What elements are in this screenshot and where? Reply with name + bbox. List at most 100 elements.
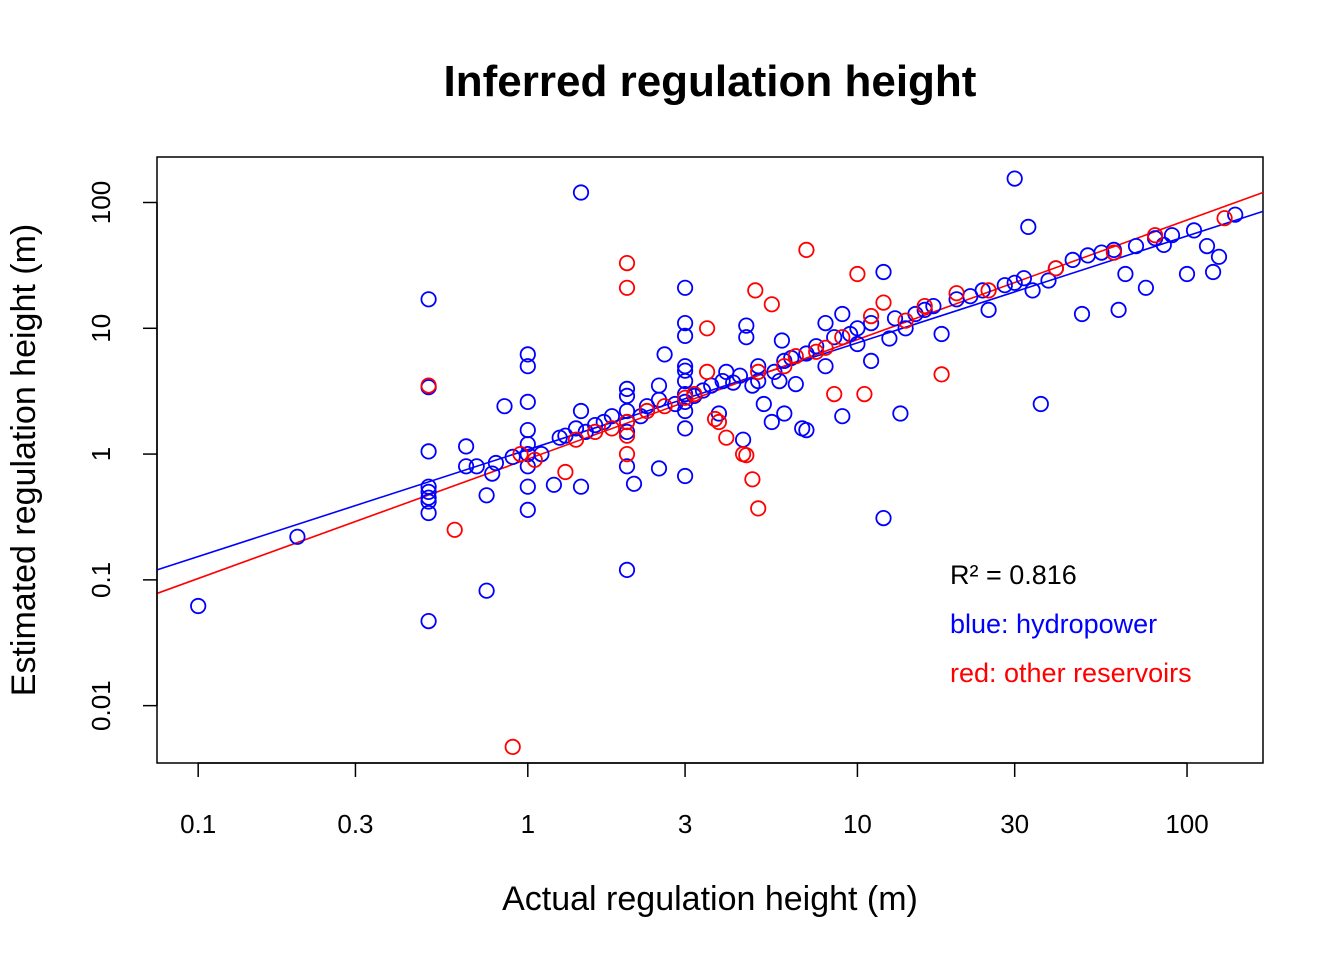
data-point	[572, 478, 590, 495]
data-point	[694, 382, 712, 399]
data-point	[618, 458, 636, 475]
data-point	[676, 279, 694, 296]
data-point	[650, 377, 668, 394]
data-point	[886, 310, 904, 327]
data-point	[618, 561, 636, 579]
series-other-reservoirs	[420, 210, 1233, 756]
data-point	[849, 320, 866, 337]
data-point	[478, 487, 495, 504]
y-axis-label: Estimated regulation height (m)	[5, 224, 43, 696]
data-point	[618, 279, 636, 296]
data-point	[618, 255, 636, 272]
data-point	[731, 367, 749, 384]
data-point	[676, 420, 694, 437]
data-point	[1127, 238, 1145, 255]
data-point	[798, 421, 815, 439]
data-point	[446, 521, 463, 538]
data-point	[747, 282, 764, 299]
data-point	[420, 489, 437, 506]
annotation-text: red: other reservoirs	[950, 658, 1192, 688]
data-point	[289, 528, 306, 545]
data-point	[892, 405, 909, 422]
data-point	[504, 738, 521, 756]
data-point	[763, 413, 780, 431]
data-point	[519, 393, 536, 410]
data-point	[1155, 236, 1172, 253]
data-point	[656, 346, 673, 363]
data-point	[586, 423, 604, 440]
data-point	[974, 282, 991, 299]
data-point	[676, 314, 694, 332]
data-point	[875, 509, 892, 527]
data-point	[526, 451, 543, 468]
data-point	[1093, 244, 1110, 261]
data-point	[698, 320, 716, 337]
data-point	[618, 380, 636, 397]
data-point	[1020, 218, 1037, 235]
data-point	[808, 338, 825, 355]
data-point	[1040, 272, 1057, 289]
data-points	[190, 170, 1244, 756]
data-point	[710, 413, 728, 431]
data-point	[771, 372, 788, 390]
data-point	[862, 314, 880, 332]
data-point	[545, 476, 563, 493]
data-point	[787, 375, 804, 393]
data-point	[916, 301, 933, 318]
data-point	[557, 463, 574, 481]
x-tick-label: 3	[678, 809, 692, 839]
data-point	[420, 612, 437, 630]
y-tick-label: 10	[86, 314, 116, 343]
data-point	[420, 377, 437, 394]
data-point	[638, 402, 656, 420]
data-point	[933, 325, 950, 343]
data-point	[750, 500, 767, 517]
data-point	[734, 431, 752, 448]
data-point	[1064, 251, 1081, 268]
data-point	[457, 438, 475, 455]
data-point	[718, 429, 735, 446]
data-point	[1185, 222, 1203, 239]
data-point	[856, 385, 873, 403]
data-point	[1198, 238, 1216, 255]
data-point	[676, 327, 694, 344]
data-point	[676, 467, 694, 485]
data-point	[1216, 210, 1233, 227]
data-point	[862, 307, 880, 325]
y-tick-label: 1	[86, 447, 116, 461]
data-point	[980, 301, 997, 318]
data-point	[738, 329, 755, 346]
data-point	[686, 385, 703, 403]
data-point	[817, 339, 834, 356]
data-point	[676, 389, 694, 406]
data-point	[980, 282, 997, 299]
data-point	[808, 343, 825, 360]
data-point	[766, 363, 783, 380]
data-point	[1163, 227, 1181, 244]
annotation-text: blue: hydropower	[950, 609, 1157, 639]
data-point	[776, 358, 793, 375]
x-tick-label: 10	[843, 809, 872, 839]
data-point	[676, 402, 694, 420]
data-point	[618, 427, 636, 444]
data-point	[420, 483, 437, 500]
data-point	[420, 504, 437, 522]
y-tick-label: 100	[86, 181, 116, 224]
x-tick-label: 100	[1165, 809, 1208, 839]
y-tick-label: 0.1	[86, 562, 116, 598]
data-point	[1110, 301, 1127, 318]
data-point	[817, 358, 834, 375]
data-point	[1032, 395, 1049, 413]
data-point	[817, 314, 834, 332]
data-point	[834, 329, 851, 346]
data-point	[933, 366, 950, 383]
data-point	[519, 421, 536, 439]
data-point	[881, 330, 898, 347]
data-point	[1047, 260, 1065, 277]
data-point	[1137, 279, 1155, 296]
data-point	[496, 398, 513, 415]
data-point	[1178, 265, 1196, 283]
data-point	[773, 332, 791, 349]
data-point	[519, 478, 536, 495]
